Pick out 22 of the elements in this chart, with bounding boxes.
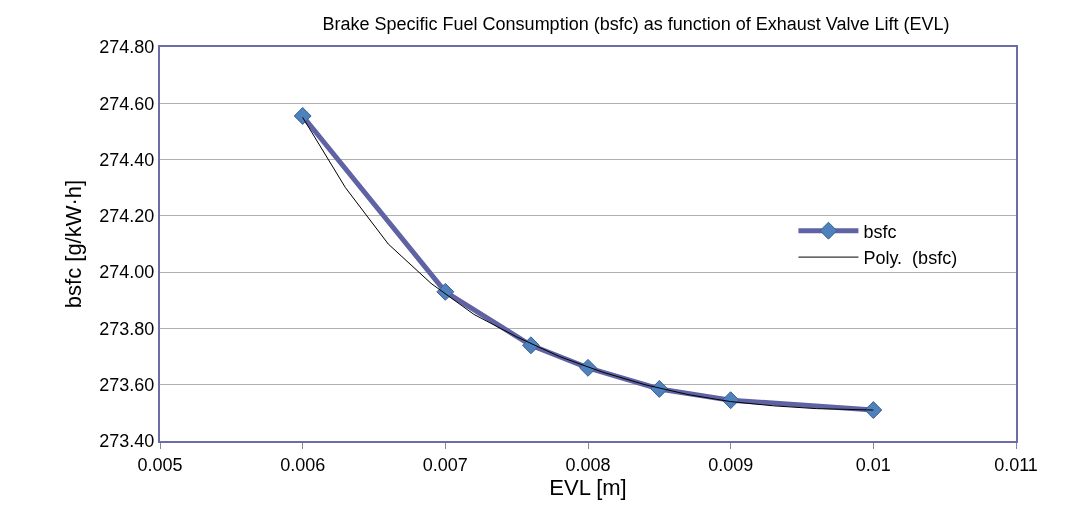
y-tick-label: 273.80 bbox=[99, 318, 155, 339]
y-tick-label: 274.80 bbox=[99, 37, 155, 58]
x-tick-label: 0.01 bbox=[855, 454, 891, 475]
x-tick-label: 0.009 bbox=[708, 454, 754, 475]
y-tick-label: 273.40 bbox=[99, 431, 155, 452]
y-tick-label: 274.00 bbox=[99, 262, 155, 283]
y-tick-label: 274.40 bbox=[99, 149, 155, 170]
legend-label: Poly. (bsfc) bbox=[863, 248, 958, 269]
point bbox=[864, 401, 883, 419]
chart-title: Brake Specific Fuel Consumption (bsfc) as function of Exhaust Valve Lift (EVL) bbox=[322, 14, 950, 35]
y-tick-label: 274.60 bbox=[99, 93, 155, 114]
y-tick-label: 274.20 bbox=[99, 206, 155, 227]
y-tick-label: 273.60 bbox=[99, 375, 155, 396]
y-axis-title: bsfc [g/kW·h] bbox=[60, 179, 86, 309]
point bbox=[293, 107, 312, 125]
x-tick-label: 0.005 bbox=[137, 454, 183, 475]
legend-label: bsfc bbox=[863, 221, 897, 242]
x-tick-label: 0.006 bbox=[280, 454, 326, 475]
x-tick-label: 0.011 bbox=[994, 454, 1038, 475]
x-axis-title: EVL [m] bbox=[549, 474, 627, 500]
x-tick-label: 0.007 bbox=[422, 454, 468, 475]
x-tick-label: 0.008 bbox=[565, 454, 611, 475]
